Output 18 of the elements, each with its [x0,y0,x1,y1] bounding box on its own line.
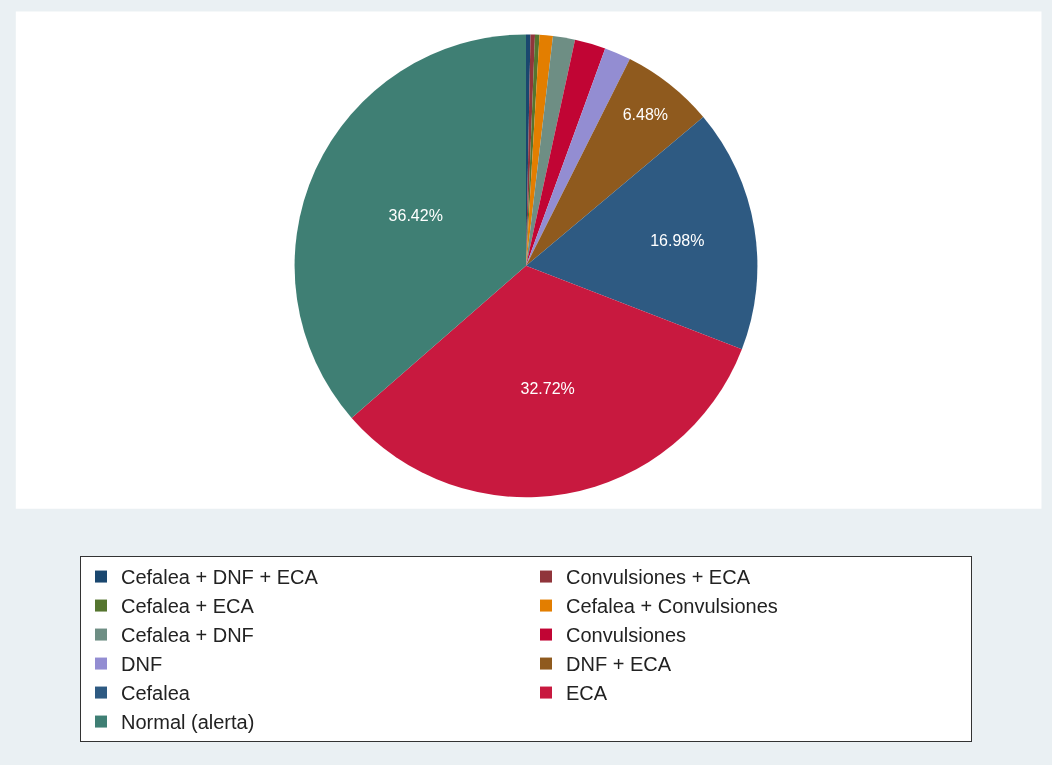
legend-label: Convulsiones [566,624,687,647]
pie-slice [351,265,742,498]
data-label: 6.48% [622,106,669,124]
pie-slice [526,59,704,266]
data-label: 32.72% [520,380,575,398]
data-label: 16.98% [650,232,705,250]
legend-label: DNF [121,653,163,676]
legend-label: Cefalea + Convulsiones [566,595,778,618]
pie-slice [526,36,576,266]
legend-label: Convulsiones + ECA [566,566,751,589]
legend-label: Cefalea + DNF + ECA [121,566,319,589]
legend-label: Cefalea + ECA [121,595,255,618]
legend-label: Normal (alerta) [121,711,255,734]
legend-label: Cefalea + DNF [121,624,254,647]
legend-label: Cefalea [121,682,191,705]
data-label: 36.42% [388,207,443,225]
legend-label: DNF + ECA [566,653,672,676]
legend-label: ECA [566,682,608,705]
